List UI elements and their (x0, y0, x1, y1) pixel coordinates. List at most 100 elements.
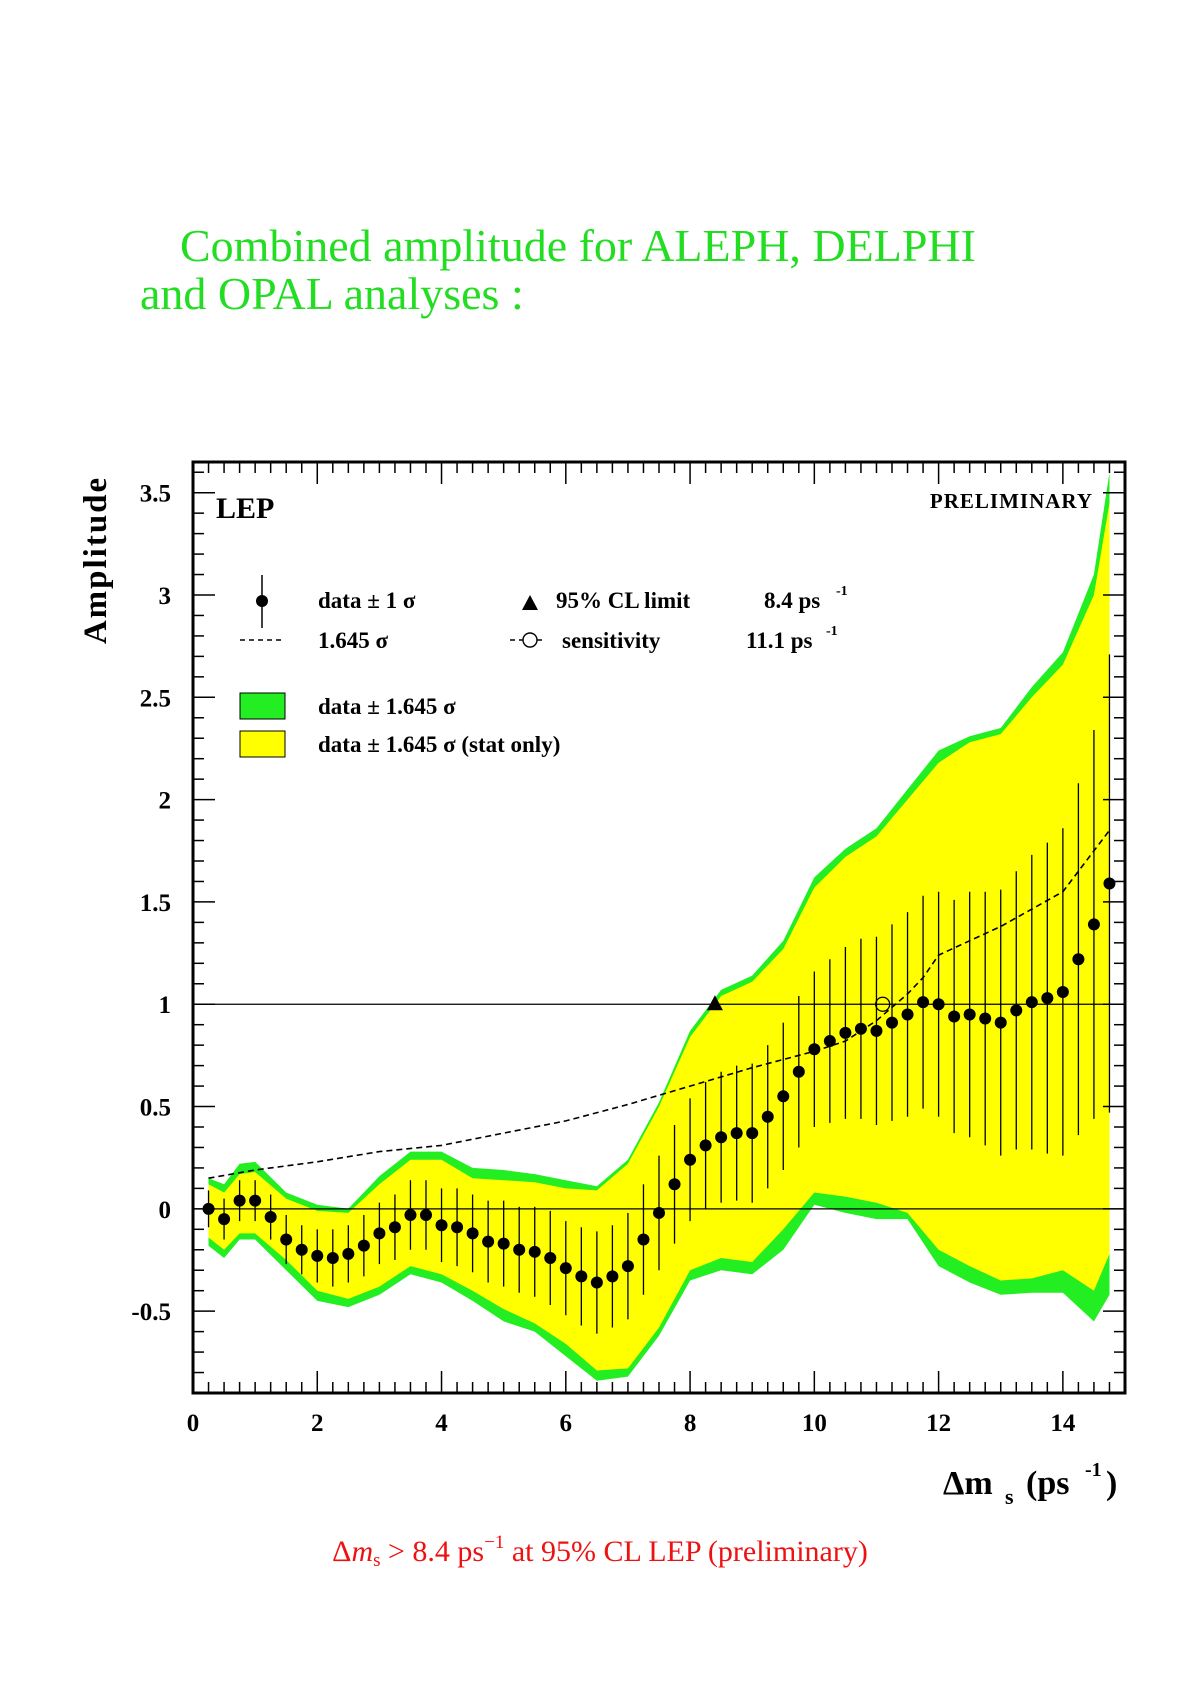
legend-data-label: data ± 1 σ (318, 588, 416, 613)
footer-sub: s (373, 1550, 381, 1571)
data-point (264, 1211, 277, 1224)
data-point (730, 1127, 743, 1140)
data-point (1041, 992, 1054, 1005)
data-point (823, 1035, 836, 1048)
data-point (233, 1194, 246, 1207)
data-point (280, 1233, 293, 1246)
data-point (994, 1016, 1007, 1029)
data-point (979, 1012, 992, 1025)
data-point (621, 1260, 634, 1273)
y-tick-label: 2.5 (140, 685, 171, 712)
footer-note: Δms > 8.4 ps−1 at 95% CL LEP (preliminar… (0, 1532, 1200, 1572)
y-tick-label: 1 (159, 992, 172, 1019)
legend-limit-triangle (522, 595, 538, 610)
experiment-label: LEP (216, 492, 274, 525)
data-point (901, 1008, 914, 1021)
y-tick-label: 1.5 (140, 890, 171, 917)
footer-mid: > 8.4 ps (380, 1535, 485, 1568)
y-tick-label: 3.5 (140, 481, 171, 508)
data-point (218, 1213, 231, 1226)
x-tick-label: 10 (802, 1410, 827, 1437)
x-tick-label: 12 (926, 1410, 951, 1437)
legend-sensitivity-circle (522, 632, 538, 648)
status-label: PRELIMINARY (930, 489, 1093, 513)
y-tick-label: -0.5 (131, 1299, 171, 1326)
legend-limit-value: 8.4 ps (764, 588, 820, 613)
data-point (653, 1206, 665, 1219)
data-point (342, 1247, 355, 1260)
data-point (544, 1251, 557, 1264)
data-point (839, 1026, 852, 1039)
data-point (761, 1110, 774, 1123)
y-tick-label: 0 (159, 1197, 172, 1224)
data-point (870, 1024, 883, 1037)
y-tick-label: 2 (159, 788, 172, 815)
data-point (854, 1022, 867, 1035)
sensitivity-circle-marker (875, 996, 891, 1012)
x-tick-label: 4 (435, 1410, 448, 1437)
data-point (482, 1235, 495, 1248)
x-axis-label-sub: s (1005, 1484, 1014, 1509)
y-axis-label: Amplitude (78, 476, 114, 644)
x-tick-label: 6 (560, 1410, 573, 1437)
band-stat-1645-sigma (208, 502, 1110, 1371)
footer-m: m (351, 1535, 374, 1568)
data-point (886, 1016, 898, 1029)
x-axis-label: Δm s (ps -1 ) (943, 1459, 1117, 1509)
data-point (1103, 877, 1116, 890)
x-axis-label-main: Δm (943, 1465, 993, 1502)
data-point (699, 1139, 712, 1152)
data-point (326, 1251, 339, 1264)
x-axis-label-unit: (ps (1026, 1465, 1069, 1502)
figure-title: Combined amplitude for ALEPH, DELPHI and… (140, 222, 1140, 318)
data-point (746, 1127, 759, 1140)
axis-ticks: 0 2 4 6 8 10 12 14 -0.5 0 0.5 1 1.5 2 2.5 3 3.5 (131, 462, 1126, 1437)
data-point (388, 1221, 401, 1234)
data-point (575, 1270, 588, 1283)
data-point (1087, 918, 1100, 931)
legend: data ± 1 σ 1.645 σ 95% CL limit 8.4 ps -… (239, 575, 848, 758)
data-point (435, 1219, 448, 1232)
x-axis-label-close: ) (1106, 1465, 1117, 1502)
data-point (1056, 985, 1069, 998)
legend-sensitivity-exp: -1 (826, 624, 838, 639)
data-point (715, 1131, 728, 1144)
legend-limit-label: 95% CL limit (556, 588, 691, 613)
data-point (295, 1243, 308, 1256)
data-point (357, 1239, 370, 1252)
title-line-1: Combined amplitude for ALEPH, DELPHI (180, 220, 976, 271)
data-point (420, 1208, 432, 1221)
data-point (792, 1065, 805, 1078)
bands-layer (208, 472, 1110, 1381)
data-point (1010, 1004, 1023, 1017)
data-point (311, 1249, 324, 1262)
x-axis-label-exp: -1 (1085, 1459, 1102, 1481)
data-point (1025, 996, 1038, 1009)
footer-end: at 95% CL LEP (preliminary) (504, 1535, 868, 1568)
legend-sensitivity-value: 11.1 ps (746, 628, 813, 653)
data-point (249, 1194, 262, 1207)
x-tick-label: 0 (187, 1410, 200, 1437)
data-point (777, 1090, 790, 1103)
legend-point-sample (256, 595, 268, 607)
data-point (373, 1227, 386, 1240)
limit-triangle-marker (706, 995, 723, 1011)
y-tick-label: 3 (159, 583, 172, 610)
legend-sensitivity-label: sensitivity (562, 628, 661, 653)
footer-delta: Δ (332, 1535, 352, 1568)
data-point (497, 1237, 510, 1250)
legend-band-total-swatch (239, 692, 286, 720)
legend-dashed-label: 1.645 σ (318, 628, 389, 653)
data-points-layer (202, 654, 1116, 1334)
x-tick-label: 8 (684, 1410, 697, 1437)
data-point (684, 1153, 697, 1166)
data-point (404, 1208, 417, 1221)
data-point (932, 998, 945, 1011)
legend-band-stat-label: data ± 1.645 σ (stat only) (318, 732, 560, 757)
footer-exp: −1 (484, 1532, 505, 1553)
data-point (963, 1008, 976, 1021)
data-point (917, 996, 930, 1009)
data-point (590, 1276, 603, 1289)
x-tick-label: 14 (1050, 1410, 1076, 1437)
